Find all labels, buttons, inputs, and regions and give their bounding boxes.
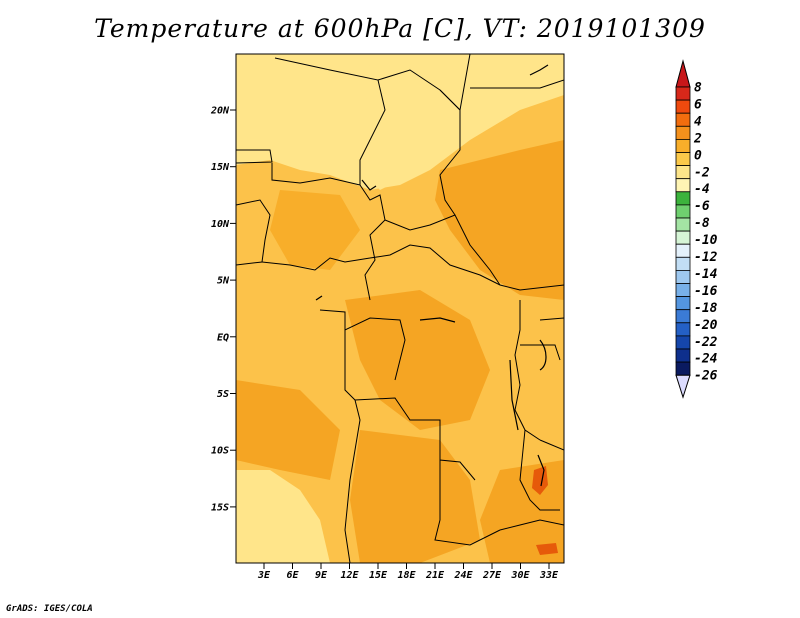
colorbar-label: -18 [694,301,718,316]
colorbar-swatch [675,99,691,114]
colorbar-label: -4 [694,182,710,197]
latitude-axis: 20N 15N 10N 5N EQ 5S 10S 15S [210,106,236,513]
footer-credit: GrADS: IGES/COLA [6,604,93,614]
colorbar-swatch [675,256,691,271]
colorbar-swatch [675,86,691,101]
colorbar-swatch [675,322,691,337]
hot-spot-mozambique [536,543,558,555]
orange-region-east [435,140,564,300]
colorbar-label: -6 [694,199,710,214]
lon-tick-label: 33E [539,570,559,581]
colorbar-label: -16 [694,284,718,299]
colorbar-swatch [675,283,691,298]
lat-tick-label: 15N [211,162,230,173]
lon-tick-label: 21E [425,570,445,581]
lat-tick-label: EQ [217,332,229,343]
colorbar-label: 4 [694,114,702,129]
lon-tick-label: 30E [510,570,530,581]
colorbar-swatch [675,204,691,219]
colorbar-swatch [675,152,691,167]
colorbar-label: -24 [694,352,718,367]
colorbar-bottom-arrow [675,374,691,399]
lon-tick-label: 15E [369,570,388,581]
orange-region-southwest [236,380,340,480]
colorbar-swatch [675,178,691,193]
lon-tick-label: 12E [340,570,359,581]
lon-tick-label: 3E [257,570,271,581]
colorbar-label: 6 [694,97,702,112]
colorbar-label: -2 [694,165,710,180]
orange-region-central [345,290,490,430]
colorbar-label: -12 [694,250,718,265]
colorbar-label: -22 [694,335,718,350]
colorbar-swatch [675,112,691,127]
colorbar-swatch [675,138,691,153]
temperature-field [236,54,564,563]
lakes-and-coast [315,64,549,487]
colorbar-swatch [675,230,691,245]
colorbar-swatch [675,243,691,258]
colorbar-label: -10 [694,233,718,248]
pale-yellow-region-southwest [236,470,330,563]
longitude-axis: 3E 6E 9E 12E 15E 18E 21E 24E 27E 30E 33E [257,563,559,581]
lat-tick-label: 5N [217,276,230,287]
colorbar-swatch [675,296,691,311]
country-borders [236,54,564,563]
colorbar-label: -14 [694,267,718,282]
orange-region-north-central [270,190,360,270]
lat-tick-label: 20N [210,106,230,117]
chart-title: Temperature at 600hPa [C], VT: 201910130… [94,14,706,43]
lon-tick-label: 18E [397,570,416,581]
map-frame [235,53,565,564]
colorbar-swatch [675,348,691,363]
colorbar-swatch [675,309,691,324]
colorbar-label: 0 [694,148,702,163]
colorbar: 86 4 2 0 -2 -4 -6 -8 -10 -12 -14 -16 -18 -20 -22 -24 -26 [675,59,718,399]
colorbar-label: -20 [694,318,718,333]
colorbar-swatch [675,191,691,206]
lon-tick-label: 27E [482,570,502,581]
pale-yellow-region-sahara [360,54,470,190]
colorbar-label: -26 [694,369,718,384]
colorbar-label: 8 [694,81,702,96]
lat-tick-label: 10N [211,219,230,230]
lat-tick-label: 5S [217,389,229,400]
colorbar-label: -8 [694,216,710,231]
colorbar-swatch [675,269,691,284]
colorbar-swatch [675,361,691,376]
orange-region-south [350,430,480,563]
colorbar-swatch [675,217,691,232]
lon-tick-label: 9E [315,570,328,581]
colorbar-swatch [675,165,691,180]
lat-tick-label: 15S [211,502,229,513]
lon-tick-label: 24E [453,570,473,581]
lon-tick-label: 6E [286,570,299,581]
colorbar-swatch [675,335,691,350]
colorbar-label: 2 [693,131,702,146]
colorbar-swatch [675,125,691,140]
colorbar-top-arrow [675,59,691,88]
lat-tick-label: 10S [211,446,229,457]
